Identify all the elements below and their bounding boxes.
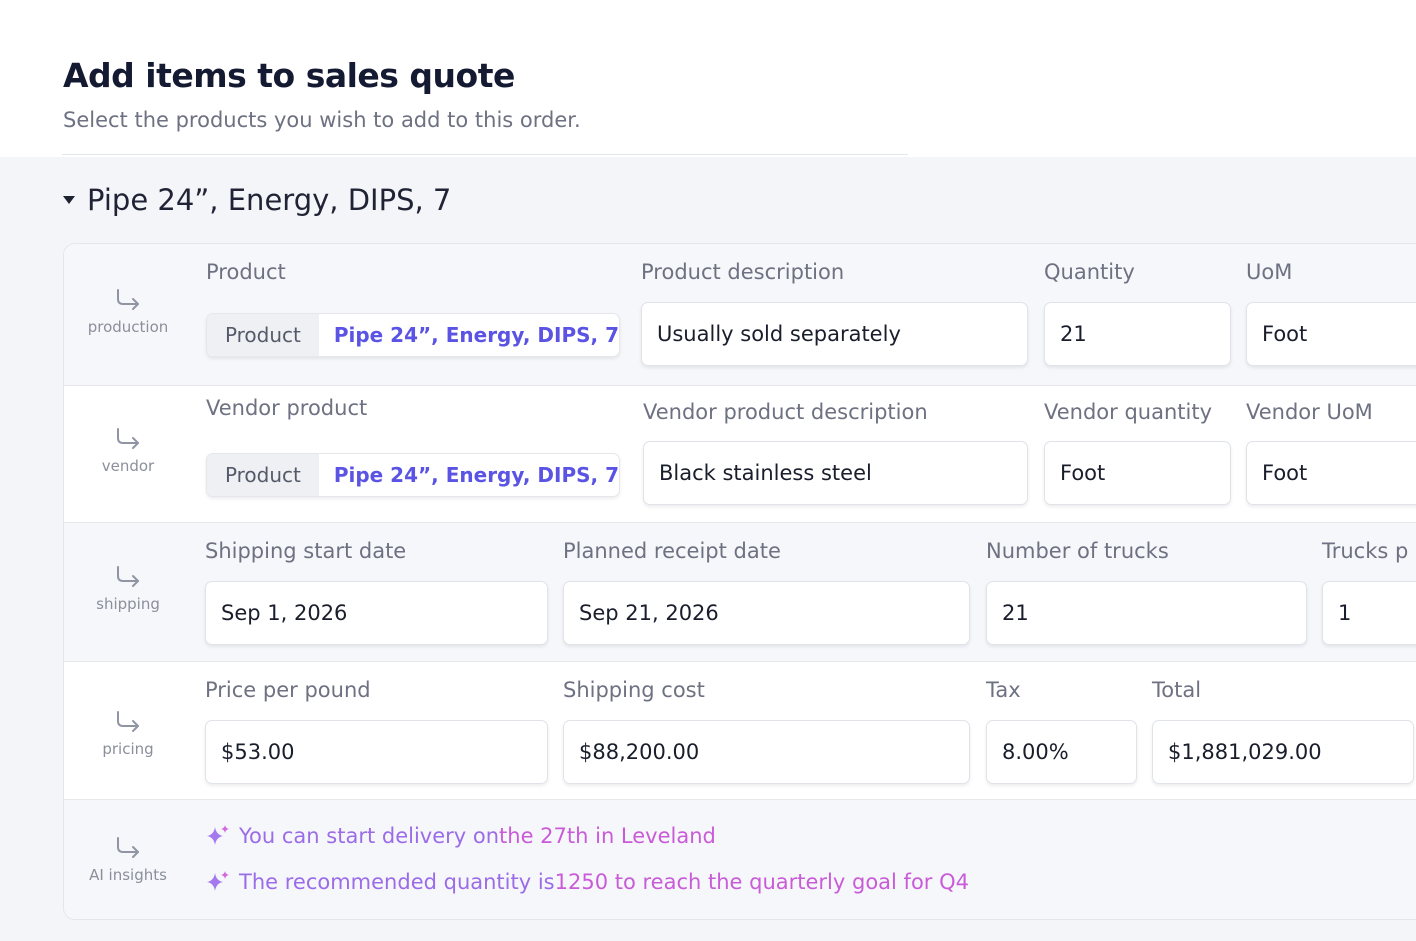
vendor-product-description-label: Vendor product description xyxy=(643,400,928,424)
insight-item: The recommended quantity is 1250 to reac… xyxy=(205,866,969,898)
corner-down-right-arrow-icon xyxy=(117,837,139,858)
page-title: Add items to sales quote xyxy=(63,56,515,95)
row-label-text: shipping xyxy=(96,595,160,613)
insight-highlight: the 27th in Leveland xyxy=(499,824,716,848)
vendor-uom-select[interactable]: Foot xyxy=(1246,441,1416,505)
corner-down-right-arrow-icon xyxy=(117,428,139,449)
vendor-quantity-label: Vendor quantity xyxy=(1044,400,1212,424)
group-title: Pipe 24”, Energy, DIPS, 7 xyxy=(87,183,452,217)
number-of-trucks-label: Number of trucks xyxy=(986,539,1169,563)
quantity-label: Quantity xyxy=(1044,260,1135,284)
item-card: production Product Product Pipe 24”, Ene… xyxy=(63,243,1416,920)
insight-item: You can start delivery on the 27th in Le… xyxy=(205,820,716,852)
shipping-start-date-label: Shipping start date xyxy=(205,539,407,563)
vendor-product-label: Vendor product xyxy=(206,396,368,420)
insight-text: You can start delivery on xyxy=(239,824,500,848)
sparkle-icon xyxy=(207,825,229,845)
quantity-input[interactable]: 21 xyxy=(1044,302,1231,366)
product-label: Product xyxy=(206,260,286,284)
trucks-per-label: Trucks p xyxy=(1322,539,1409,563)
ai-insights-row: AI insights You can start delivery on th… xyxy=(64,800,1416,919)
pricing-row: pricing Price per pound $53.00 Shipping … xyxy=(64,662,1416,800)
insight-text: The recommended quantity is xyxy=(239,870,555,894)
row-label-text: pricing xyxy=(102,740,154,758)
row-label-vendor: vendor xyxy=(64,427,192,475)
uom-label: UoM xyxy=(1246,260,1293,284)
insight-highlight: 1250 to reach the quarterly goal for Q4 xyxy=(554,870,969,894)
corner-down-right-arrow-icon xyxy=(117,289,139,310)
sparkle-icon xyxy=(207,871,229,891)
vendor-uom-label: Vendor UoM xyxy=(1246,400,1373,424)
row-label-ai-insights: AI insights xyxy=(64,836,192,884)
uom-select[interactable]: Foot xyxy=(1246,302,1416,366)
number-of-trucks-input[interactable]: 21 xyxy=(986,581,1307,645)
tax-label: Tax xyxy=(986,678,1021,702)
vendor-quantity-input[interactable]: Foot xyxy=(1044,441,1231,505)
caret-down-icon[interactable] xyxy=(63,196,75,204)
row-label-text: production xyxy=(87,318,169,336)
product-description-input[interactable]: Usually sold separately xyxy=(641,302,1028,366)
shipping-cost-label: Shipping cost xyxy=(563,678,705,702)
shipping-cost-input[interactable]: $88,200.00 xyxy=(563,720,970,784)
vendor-product-selector-key: Product xyxy=(207,454,319,496)
planned-receipt-date-input[interactable]: Sep 21, 2026 xyxy=(563,581,970,645)
price-per-pound-input[interactable]: $53.00 xyxy=(205,720,548,784)
product-description-label: Product description xyxy=(641,260,845,284)
product-selector-key: Product xyxy=(207,314,319,356)
shipping-start-date-input[interactable]: Sep 1, 2026 xyxy=(205,581,548,645)
row-label-shipping: shipping xyxy=(64,565,192,613)
group-header[interactable]: Pipe 24”, Energy, DIPS, 7 xyxy=(63,182,451,218)
product-selector[interactable]: Product Pipe 24”, Energy, DIPS, 7 xyxy=(206,313,620,357)
planned-receipt-date-label: Planned receipt date xyxy=(563,539,781,563)
total-label: Total xyxy=(1152,678,1202,702)
header-divider xyxy=(62,154,908,155)
row-label-text: vendor xyxy=(101,457,155,475)
vendor-row: vendor Vendor product Product Pipe 24”, … xyxy=(64,386,1416,523)
vendor-product-description-input[interactable]: Black stainless steel xyxy=(643,441,1028,505)
trucks-per-input[interactable]: 1 xyxy=(1322,581,1416,645)
price-per-pound-label: Price per pound xyxy=(205,678,371,702)
tax-input[interactable]: 8.00% xyxy=(986,720,1137,784)
page-subtitle: Select the products you wish to add to t… xyxy=(63,108,581,132)
row-label-pricing: pricing xyxy=(64,710,192,758)
total-input[interactable]: $1,881,029.00 xyxy=(1152,720,1414,784)
vendor-product-selector-value: Pipe 24”, Energy, DIPS, 7 xyxy=(333,463,619,487)
corner-down-right-arrow-icon xyxy=(117,566,139,587)
row-label-production: production xyxy=(64,288,192,336)
product-selector-value: Pipe 24”, Energy, DIPS, 7 xyxy=(333,323,619,347)
production-row: production Product Product Pipe 24”, Ene… xyxy=(64,244,1416,386)
row-label-text: AI insights xyxy=(89,866,167,884)
corner-down-right-arrow-icon xyxy=(117,711,139,732)
shipping-row: shipping Shipping start date Sep 1, 2026… xyxy=(64,523,1416,662)
vendor-product-selector[interactable]: Product Pipe 24”, Energy, DIPS, 7 xyxy=(206,453,620,497)
